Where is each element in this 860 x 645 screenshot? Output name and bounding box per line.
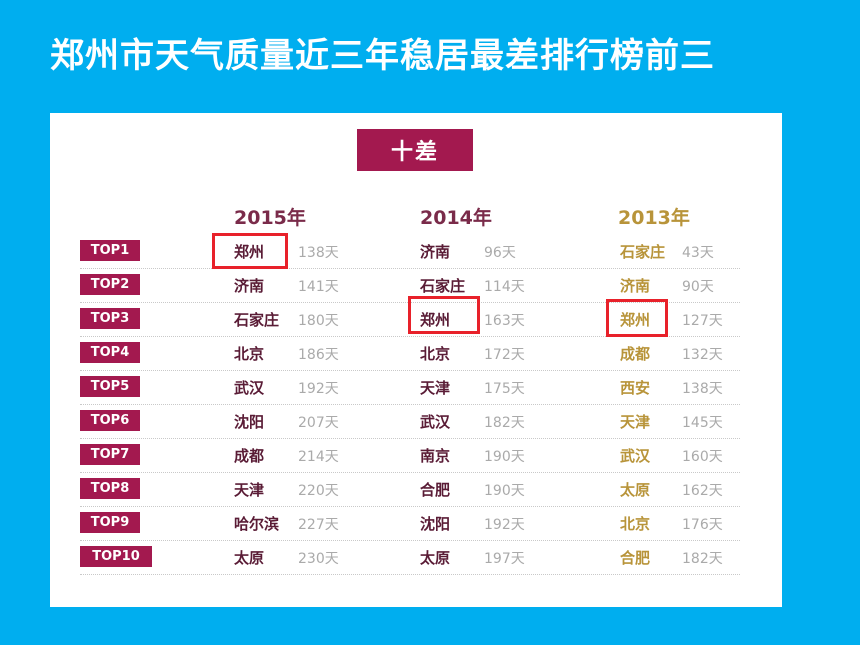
city-2013: 石家庄 (620, 243, 666, 261)
city-2013: 合肥 (620, 549, 651, 567)
city-2015: 天津 (234, 481, 265, 499)
year-header-2015: 2015年 (234, 207, 306, 229)
rank-badge: TOP7 (80, 444, 140, 465)
city-2013: 北京 (620, 515, 651, 533)
days-2015: 214天 (298, 449, 339, 465)
city-2013: 太原 (620, 481, 651, 499)
days-2014: 182天 (484, 415, 525, 431)
year-header-2013: 2013年 (618, 207, 690, 229)
city-2014: 北京 (420, 345, 451, 363)
rank-badge: TOP10 (80, 546, 152, 567)
city-2015: 石家庄 (234, 311, 280, 329)
city-2013: 济南 (620, 277, 651, 295)
days-2014: 172天 (484, 347, 525, 363)
rank-badge: TOP8 (80, 478, 140, 499)
days-2015: 230天 (298, 551, 339, 567)
city-2015: 北京 (234, 345, 265, 363)
year-header-2014: 2014年 (420, 207, 492, 229)
city-2014: 南京 (420, 447, 451, 465)
rank-badge: TOP3 (80, 308, 140, 329)
days-2014: 114天 (484, 279, 525, 295)
table-row: TOP5 武汉 192天 天津 175天 西安 138天 (80, 371, 740, 405)
city-2015: 太原 (234, 549, 265, 567)
days-2013: 132天 (682, 347, 723, 363)
days-2013: 176天 (682, 517, 723, 533)
days-2013: 43天 (682, 245, 714, 261)
days-2014: 96天 (484, 245, 516, 261)
city-2015: 沈阳 (234, 413, 265, 431)
rank-badge: TOP9 (80, 512, 140, 533)
days-2014: 190天 (484, 483, 525, 499)
city-2014: 济南 (420, 243, 451, 261)
table-row: TOP10 太原 230天 太原 197天 合肥 182天 (80, 541, 740, 575)
days-2015: 220天 (298, 483, 339, 499)
city-2013: 成都 (620, 345, 651, 363)
city-2015: 郑州 (234, 243, 265, 261)
highlight-box-2013-zhengzhou (606, 299, 668, 337)
city-2015: 成都 (234, 447, 265, 465)
city-2014: 沈阳 (420, 515, 451, 533)
rank-badge: TOP2 (80, 274, 140, 295)
city-2014: 太原 (420, 549, 451, 567)
days-2015: 180天 (298, 313, 339, 329)
city-2014: 石家庄 (420, 277, 466, 295)
city-2015: 济南 (234, 277, 265, 295)
rank-badge: TOP4 (80, 342, 140, 363)
days-2014: 197天 (484, 551, 525, 567)
days-2015: 141天 (298, 279, 339, 295)
days-2014: 192天 (484, 517, 525, 533)
city-2013: 武汉 (620, 447, 651, 465)
table-row: TOP4 北京 186天 北京 172天 成都 132天 (80, 337, 740, 371)
table-row: TOP9 哈尔滨 227天 沈阳 192天 北京 176天 (80, 507, 740, 541)
ranking-badge: 十差 (357, 129, 473, 171)
rank-badge: TOP6 (80, 410, 140, 431)
days-2015: 207天 (298, 415, 339, 431)
highlight-box-2015-zhengzhou (212, 233, 288, 269)
rank-badge: TOP1 (80, 240, 140, 261)
days-2014: 175天 (484, 381, 525, 397)
city-2015: 哈尔滨 (234, 515, 280, 533)
days-2015: 186天 (298, 347, 339, 363)
city-2013: 郑州 (620, 311, 651, 329)
city-2015: 武汉 (234, 379, 265, 397)
slide-title: 郑州市天气质量近三年稳居最差排行榜前三 (50, 36, 715, 76)
days-2013: 127天 (682, 313, 723, 329)
city-2014: 武汉 (420, 413, 451, 431)
city-2013: 天津 (620, 413, 651, 431)
table-row: TOP3 石家庄 180天 郑州 163天 郑州 127天 (80, 303, 740, 337)
table-row: TOP1 郑州 138天 济南 96天 石家庄 43天 (80, 235, 740, 269)
rank-badge: TOP5 (80, 376, 140, 397)
days-2013: 160天 (682, 449, 723, 465)
days-2013: 90天 (682, 279, 714, 295)
ranking-panel: 十差 2015年 2014年 2013年 TOP1 郑州 138天 济南 96天 石家庄 4… (50, 113, 782, 607)
table-row: TOP6 沈阳 207天 武汉 182天 天津 145天 (80, 405, 740, 439)
days-2013: 162天 (682, 483, 723, 499)
city-2013: 西安 (620, 379, 651, 397)
days-2015: 138天 (298, 245, 339, 261)
city-2014: 天津 (420, 379, 451, 397)
days-2013: 182天 (682, 551, 723, 567)
days-2013: 145天 (682, 415, 723, 431)
table-row: TOP7 成都 214天 南京 190天 武汉 160天 (80, 439, 740, 473)
days-2015: 192天 (298, 381, 339, 397)
days-2014: 163天 (484, 313, 525, 329)
days-2015: 227天 (298, 517, 339, 533)
days-2014: 190天 (484, 449, 525, 465)
city-2014: 郑州 (420, 311, 451, 329)
highlight-box-2014-zhengzhou (408, 296, 480, 334)
days-2013: 138天 (682, 381, 723, 397)
city-2014: 合肥 (420, 481, 451, 499)
table-row: TOP8 天津 220天 合肥 190天 太原 162天 (80, 473, 740, 507)
